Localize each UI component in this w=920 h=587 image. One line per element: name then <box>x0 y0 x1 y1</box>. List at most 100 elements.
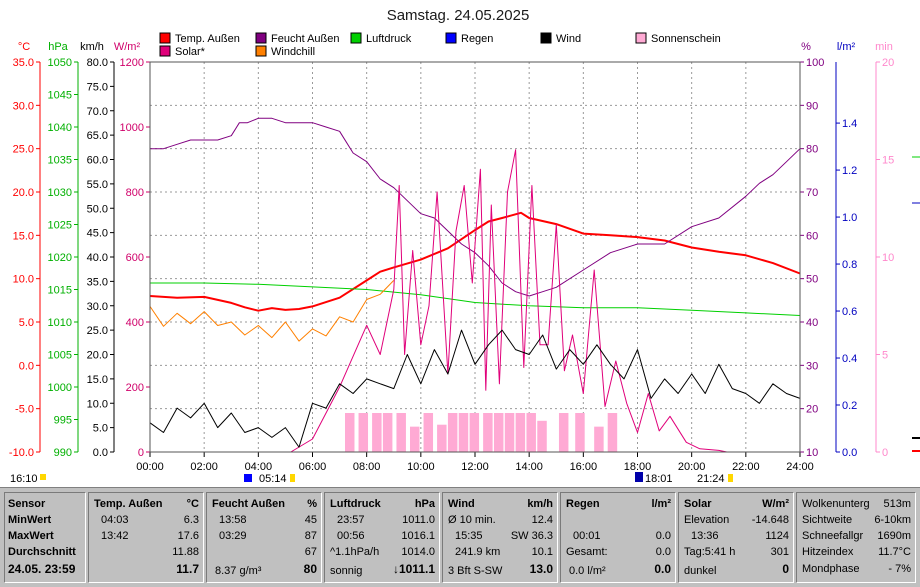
solar-current: 0 <box>782 562 789 576</box>
wind-beaufort: 3 Bft S-SW <box>448 565 503 577</box>
wind-gust-time: 15:35 <box>455 530 483 542</box>
moon-phase-value: - 7% <box>888 563 911 575</box>
rain-panel: Regen l/m² 00:01 0.0 Gesamt: 0.0 0.0 l/m… <box>560 492 676 583</box>
sunshine-bar <box>423 413 434 452</box>
pressure-header: Luftdruck <box>330 498 381 510</box>
x-tick-label: 18:00 <box>624 461 652 473</box>
pressure-axis-tick-label: 1005 <box>48 350 72 362</box>
solar-panel: Solar W/m² Elevation -14.648 13:36 1124 … <box>678 492 794 583</box>
solar-state: dunkel <box>684 565 717 577</box>
legend-label-humidity: Feucht Außen <box>271 33 340 45</box>
humidity-axis-tick-label: 40 <box>806 317 818 329</box>
pressure-axis-tick-label: 1030 <box>48 187 72 199</box>
solar-axis-tick-label: 800 <box>126 187 144 199</box>
rain-axis-tick-label: 1.2 <box>842 165 857 177</box>
sunset-time: 21:24 <box>697 473 725 485</box>
pressure-avg-value: 1014.0 <box>401 546 435 558</box>
series-line-temp-au-en <box>149 211 801 312</box>
temp-axis-tick-label: 20.0 <box>13 187 34 199</box>
rain-unit: l/m² <box>651 498 671 510</box>
x-tick-label: 14:00 <box>515 461 543 473</box>
temp-unit: °C <box>186 498 199 510</box>
sun-minutes-axis-tick-label: 15 <box>882 155 894 167</box>
sunshine-bar <box>345 413 355 452</box>
temp-axis-unit: °C <box>18 41 30 53</box>
pressure-axis-tick-label: 1045 <box>48 90 72 102</box>
pressure-axis-tick-label: 990 <box>54 447 72 459</box>
moon-icon <box>635 472 643 482</box>
wind-current: 13.0 <box>529 562 553 576</box>
legend-swatch-solar <box>159 45 171 57</box>
wind-axis-tick-label: 20.0 <box>87 350 108 362</box>
extra-panel: Wolkenunterg 513m Sichtweite 6-10km Schn… <box>796 492 916 583</box>
x-tick-label: 06:00 <box>299 461 327 473</box>
temp-avg-value: 11.88 <box>172 546 199 558</box>
avg-row-label: Durchschnitt <box>8 546 76 558</box>
pressure-axis-tick-label: 1025 <box>48 220 72 232</box>
wind-axis-tick-label: 15.0 <box>87 374 108 386</box>
x-tick-label: 12:00 <box>461 461 489 473</box>
heat-index-value: 11.7°C <box>878 546 911 558</box>
wind-panel: Wind km/h Ø 10 min. 12.4 15:35 SW 36.3 2… <box>442 492 558 583</box>
wind-axis-unit: km/h <box>80 41 104 53</box>
wind-axis-tick-label: 60.0 <box>87 155 108 167</box>
absolute-humidity: 8.37 g/m³ <box>215 565 262 577</box>
sunshine-bar <box>382 413 393 452</box>
legend-label-sunshine: Sonnenschein <box>651 33 721 45</box>
sunshine-bar <box>410 426 420 452</box>
temp-axis-tick-label: 30.0 <box>13 100 34 112</box>
wind-axis-tick-label: 25.0 <box>87 325 108 337</box>
pressure-axis-tick-label: 1010 <box>48 317 72 329</box>
legend-swatch-sunshine <box>635 32 647 44</box>
temp-axis-tick-label: 25.0 <box>13 144 34 156</box>
humidity-max-time: 03:29 <box>219 530 247 542</box>
solar-unit: W/m² <box>762 498 789 510</box>
legend-swatch-pressure <box>350 32 362 44</box>
x-tick-label: 02:00 <box>190 461 218 473</box>
sunshine-bar <box>358 413 369 452</box>
sunshine-bar <box>504 413 515 452</box>
temp-axis-tick-label: -5.0 <box>15 404 34 416</box>
pressure-unit: hPa <box>414 498 435 510</box>
left-time-label: 16:10 <box>10 473 38 485</box>
sunrise-icon <box>244 474 252 482</box>
visibility-value: 6-10km <box>874 514 911 526</box>
pressure-current: ↓1011.1 <box>392 562 435 576</box>
sunshine-bar <box>537 420 547 452</box>
grid <box>150 62 800 452</box>
legend-label-temp: Temp. Außen <box>175 33 240 45</box>
series-line-solar <box>290 149 727 453</box>
humidity-current: 80 <box>303 562 317 576</box>
temp-max-value: 17.6 <box>177 530 199 542</box>
pressure-trend: ^1.1hPa/h <box>330 546 380 558</box>
rain-total-label: Gesamt: <box>566 546 608 558</box>
rain-axis-tick-label: 0.4 <box>842 353 857 365</box>
rain-axis-tick-label: 0.0 <box>842 447 857 459</box>
pressure-max-value: 1016.1 <box>401 530 435 542</box>
sun-minutes-axis-unit: min <box>875 41 893 53</box>
wind-axis-tick-label: 70.0 <box>87 106 108 118</box>
sunset-marker-icon <box>728 474 733 482</box>
moonrise-time: 18:01 <box>645 473 673 485</box>
solar-axis-tick-label: 1000 <box>120 122 144 134</box>
humidity-axis-tick-label: 50 <box>806 274 818 286</box>
humidity-min-value: 45 <box>304 514 317 526</box>
wind-axis-tick-label: 50.0 <box>87 203 108 215</box>
pressure-axis-tick-label: 1035 <box>48 155 72 167</box>
solar-axis-tick-label: 0 <box>138 447 144 459</box>
solar-max-time: 13:36 <box>691 530 719 542</box>
humidity-max-value: 87 <box>304 530 317 542</box>
pressure-axis-tick-label: 1020 <box>48 252 72 264</box>
rain-day-amount: 0.0 l/m² <box>569 565 606 577</box>
sunshine-bar <box>396 413 406 452</box>
pressure-min-time: 23:57 <box>337 514 365 526</box>
max-row-label: MaxWert <box>8 530 54 542</box>
plot-frame <box>149 61 801 453</box>
wind-run: 241.9 km <box>455 546 501 558</box>
sunshine-bar <box>607 413 618 452</box>
rain-axis-tick-label: 0.8 <box>842 259 857 271</box>
sun-minutes-axis-tick-label: 5 <box>882 350 888 362</box>
humidity-avg-value: 67 <box>304 546 317 558</box>
sun-minutes-axis-tick-label: 10 <box>882 252 894 264</box>
rain-axis-unit: l/m² <box>837 41 856 53</box>
